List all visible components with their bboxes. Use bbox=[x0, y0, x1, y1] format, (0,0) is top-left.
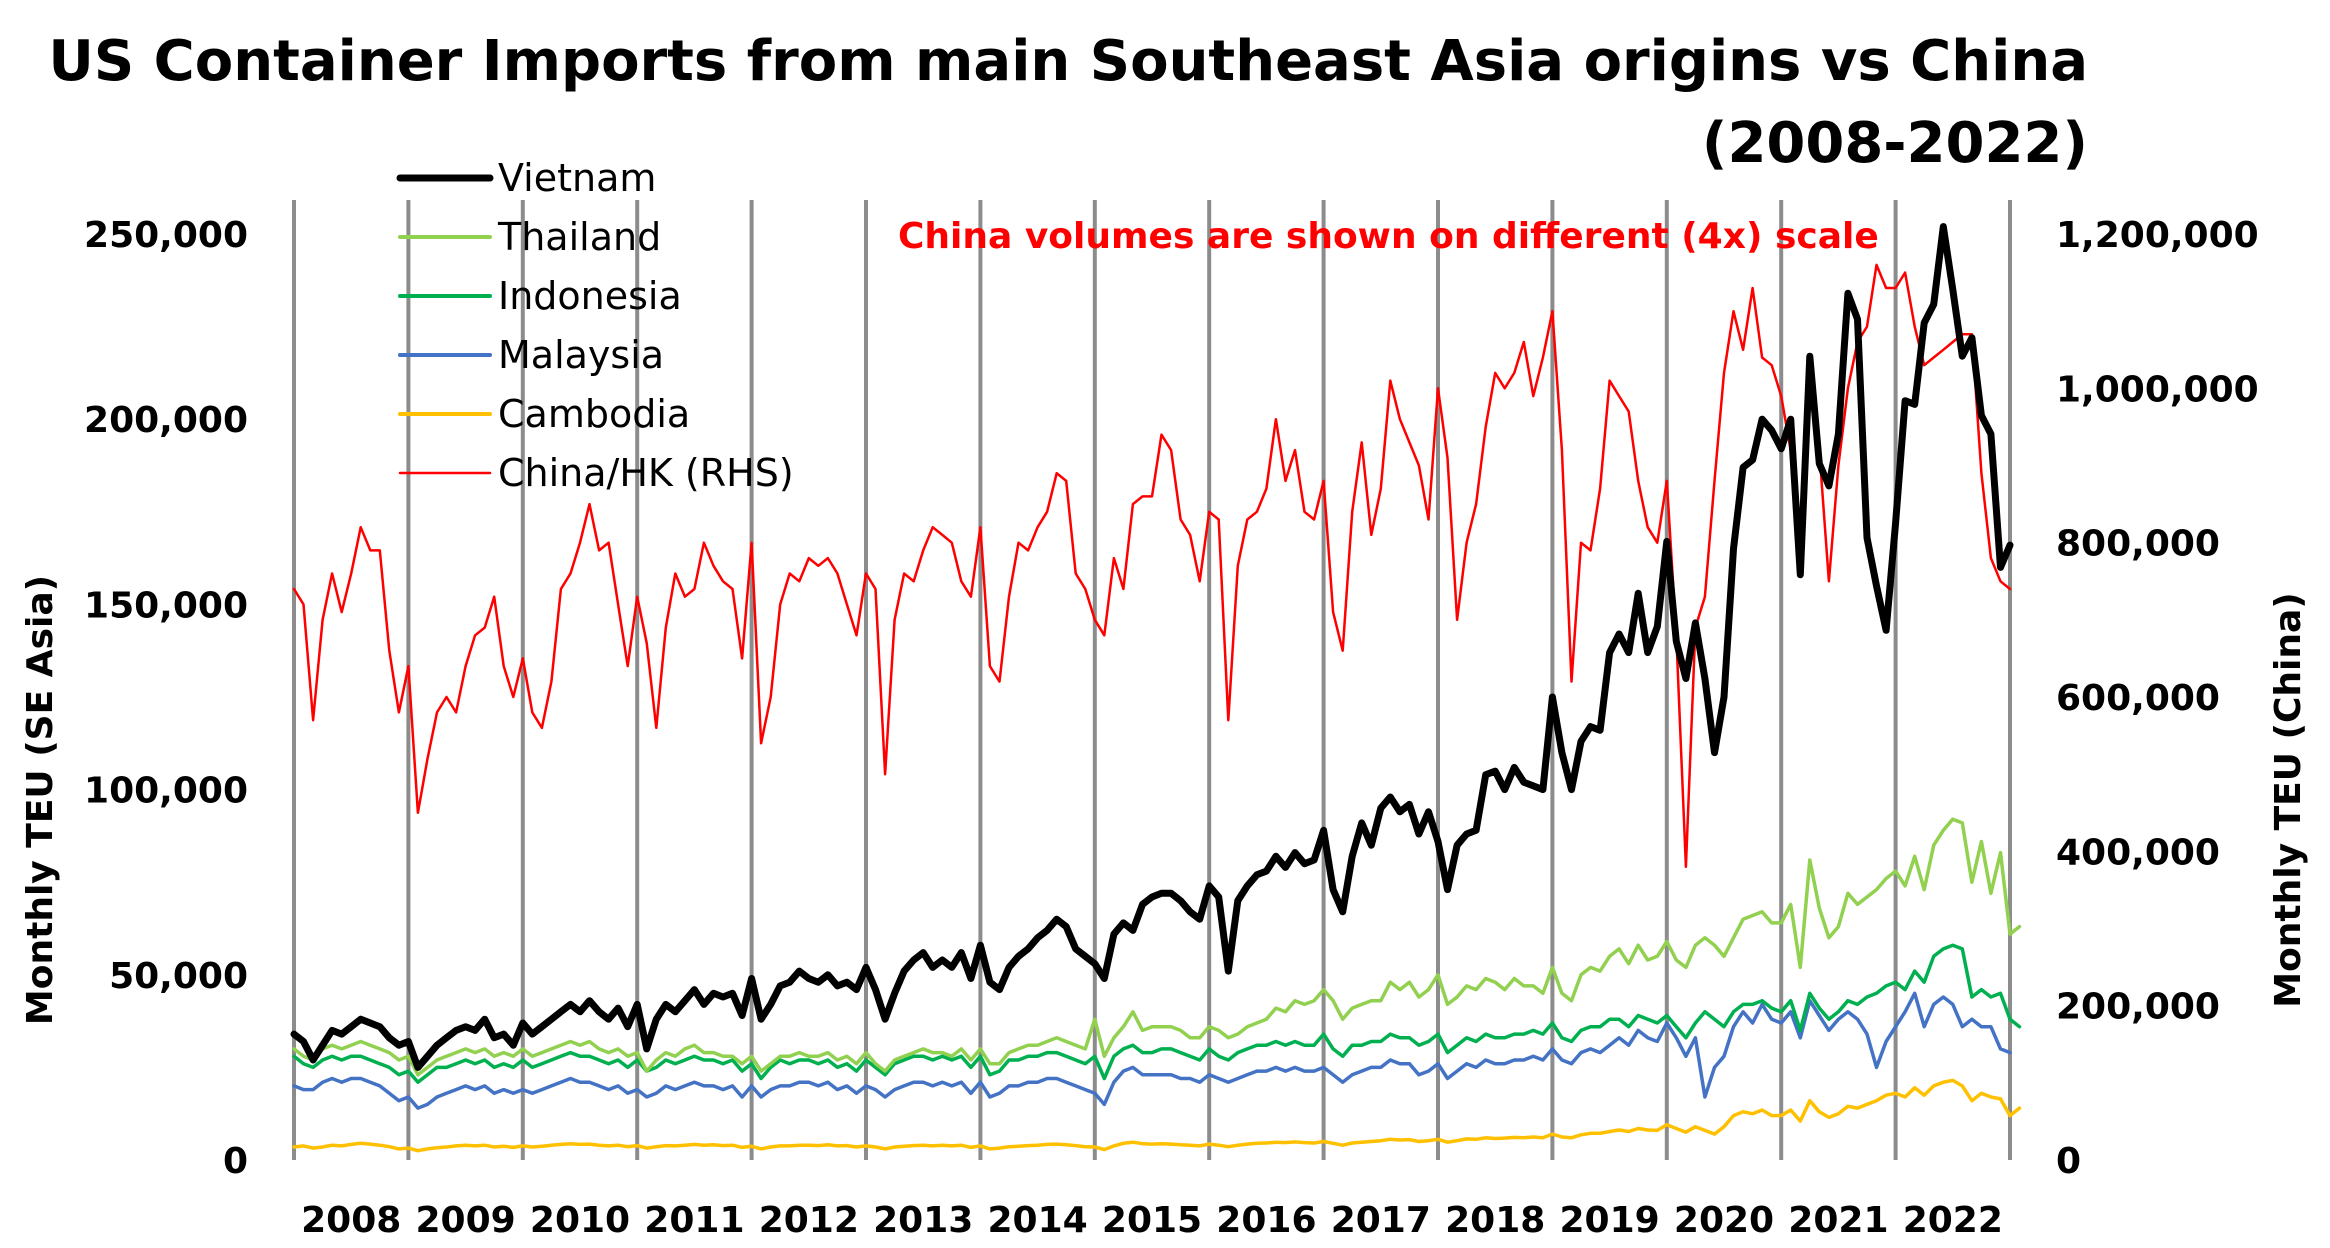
left-tick-label: 200,000 bbox=[84, 400, 248, 441]
legend-label: Indonesia bbox=[498, 274, 682, 318]
year-label: 2011 bbox=[644, 1200, 744, 1241]
legend-label: Malaysia bbox=[498, 333, 664, 377]
right-tick-label: 1,200,000 bbox=[2056, 215, 2259, 256]
year-label: 2012 bbox=[759, 1200, 859, 1241]
right-tick-label: 400,000 bbox=[2056, 832, 2220, 873]
series-line-malaysia bbox=[292, 991, 2012, 1110]
year-label: 2014 bbox=[987, 1200, 1087, 1241]
left-tick-label: 0 bbox=[223, 1141, 248, 1182]
year-separators bbox=[292, 200, 2012, 1160]
right-y-axis: 0 200,000 400,000 600,000 800,000 1,000,000 1,… bbox=[2056, 215, 2259, 1182]
right-tick-label: 200,000 bbox=[2056, 987, 2220, 1028]
year-label: 2020 bbox=[1674, 1200, 1774, 1241]
year-label: 2017 bbox=[1331, 1200, 1431, 1241]
left-tick-label: 50,000 bbox=[109, 956, 248, 997]
year-label: 2018 bbox=[1445, 1200, 1545, 1241]
series-lines bbox=[290, 223, 2022, 1153]
year-label: 2008 bbox=[301, 1200, 401, 1241]
series-line-indonesia bbox=[292, 943, 2022, 1084]
scale-annotation: China volumes are shown on different (4x… bbox=[898, 216, 1879, 257]
right-tick-label: 1,000,000 bbox=[2056, 369, 2259, 410]
legend: Vietnam Thailand Indonesia Malaysia Cambodia… bbox=[396, 156, 794, 495]
right-axis-title: Monthly TEU (China) bbox=[2268, 592, 2309, 1008]
series-line-cambodia bbox=[292, 1078, 2022, 1153]
year-label: 2019 bbox=[1559, 1200, 1659, 1241]
right-tick-label: 800,000 bbox=[2056, 524, 2220, 565]
left-tick-label: 150,000 bbox=[84, 585, 248, 626]
series-line-vietnam bbox=[290, 223, 2014, 1071]
year-label: 2013 bbox=[873, 1200, 973, 1241]
year-label: 2016 bbox=[1216, 1200, 1316, 1241]
chart-title-line1: US Container Imports from main Southeast… bbox=[48, 29, 2088, 94]
year-label: 2010 bbox=[530, 1200, 630, 1241]
legend-label: China/HK (RHS) bbox=[498, 451, 794, 495]
year-label: 2021 bbox=[1788, 1200, 1888, 1241]
year-label: 2009 bbox=[415, 1200, 515, 1241]
left-axis-title: Monthly TEU (SE Asia) bbox=[20, 575, 61, 1025]
left-tick-label: 250,000 bbox=[84, 215, 248, 256]
series-line-thailand bbox=[292, 817, 2022, 1077]
left-y-axis: 0 50,000 100,000 150,000 200,000 250,000 bbox=[84, 215, 248, 1182]
x-axis: 2008 2009 2010 2011 2012 2013 2014 2015 2016 2017… bbox=[301, 1200, 2003, 1241]
legend-label: Thailand bbox=[497, 215, 661, 259]
year-label: 2015 bbox=[1102, 1200, 1202, 1241]
year-label: 2022 bbox=[1903, 1200, 2003, 1241]
series-line-china-hk-rhs bbox=[292, 263, 2012, 869]
left-tick-label: 100,000 bbox=[84, 771, 248, 812]
right-tick-label: 600,000 bbox=[2056, 678, 2220, 719]
right-tick-label: 0 bbox=[2056, 1141, 2081, 1182]
legend-label: Cambodia bbox=[498, 392, 690, 436]
legend-label: Vietnam bbox=[498, 156, 656, 200]
chart-title-line2: (2008-2022) bbox=[1702, 111, 2088, 176]
